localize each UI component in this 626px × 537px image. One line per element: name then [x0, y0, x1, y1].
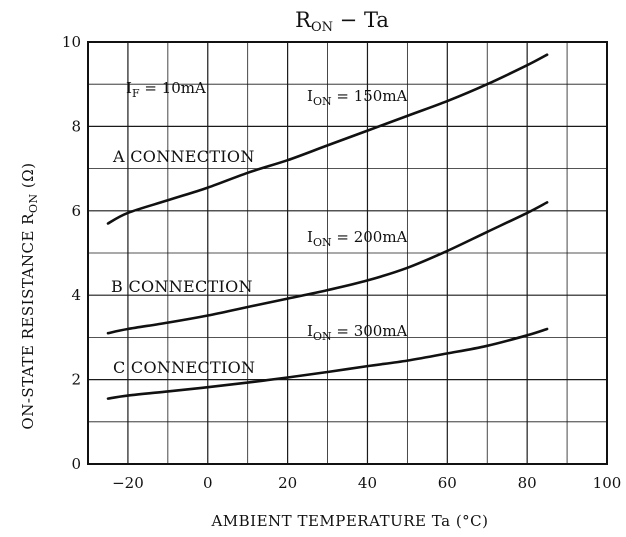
- x-axis-label: AMBIENT TEMPERATURE Ta (°C): [210, 512, 488, 530]
- chart-title-rest: − Ta: [333, 8, 389, 32]
- chart-title: RON − Ta: [295, 8, 389, 35]
- current-label-b-main: I: [307, 228, 313, 246]
- current-label-c-sub: ON: [313, 330, 332, 343]
- y-axis-label-rest: (Ω): [19, 162, 37, 193]
- y-tick-label: 8: [71, 117, 81, 135]
- current-label-b-sub: ON: [313, 236, 332, 249]
- plot-frame: [87, 41, 608, 465]
- current-label-c-rest: = 300mA: [332, 322, 408, 340]
- x-tick-label: 100: [593, 474, 622, 492]
- x-tick-label: 60: [438, 474, 457, 492]
- x-tick-label: −20: [112, 474, 144, 492]
- series-line-a: [106, 53, 549, 225]
- x-tick-label: 0: [203, 474, 213, 492]
- connection-label-a: A CONNECTION: [112, 147, 255, 166]
- y-tick-label: 2: [71, 371, 81, 389]
- current-label-c: ION = 300mA: [307, 322, 408, 343]
- current-label-a-rest: = 150mA: [332, 87, 408, 105]
- y-axis-label-main: ON-STATE RESISTANCE R: [19, 213, 37, 430]
- x-tick-label: 20: [278, 474, 297, 492]
- condition-label: IF = 10mA: [126, 79, 206, 100]
- y-axis-label-sub: ON: [27, 193, 40, 213]
- current-label-b-rest: = 200mA: [332, 228, 408, 246]
- connection-label-c: C CONNECTION: [113, 358, 255, 377]
- current-label-a-sub: ON: [313, 95, 332, 108]
- x-tick-label: 40: [358, 474, 377, 492]
- current-label-b: ION = 200mA: [307, 228, 408, 249]
- y-tick-label: 6: [71, 202, 81, 220]
- current-label-a: ION = 150mA: [307, 87, 408, 108]
- condition-label-main: I: [126, 79, 132, 97]
- current-label-a-main: I: [307, 87, 313, 105]
- connection-label-b: B CONNECTION: [111, 277, 253, 296]
- condition-label-rest: = 10mA: [140, 79, 206, 97]
- y-tick-label: 4: [71, 286, 81, 304]
- y-axis-label: ON-STATE RESISTANCE RON (Ω): [19, 162, 40, 429]
- condition-label-sub: F: [132, 87, 140, 100]
- series-line-c: [106, 327, 549, 400]
- chart-title-sub: ON: [311, 20, 333, 35]
- y-tick-label: 10: [62, 33, 81, 51]
- current-label-c-main: I: [307, 322, 313, 340]
- y-tick-label: 0: [71, 455, 81, 473]
- series-line-b: [106, 201, 549, 335]
- x-tick-label: 80: [518, 474, 537, 492]
- tick-labels: −20 0 20 40 60 80 100 0 2 4 6 8 10: [62, 33, 621, 492]
- chart-title-main: R: [295, 8, 312, 32]
- series-layer: [106, 53, 549, 400]
- grid-lines: [88, 42, 607, 464]
